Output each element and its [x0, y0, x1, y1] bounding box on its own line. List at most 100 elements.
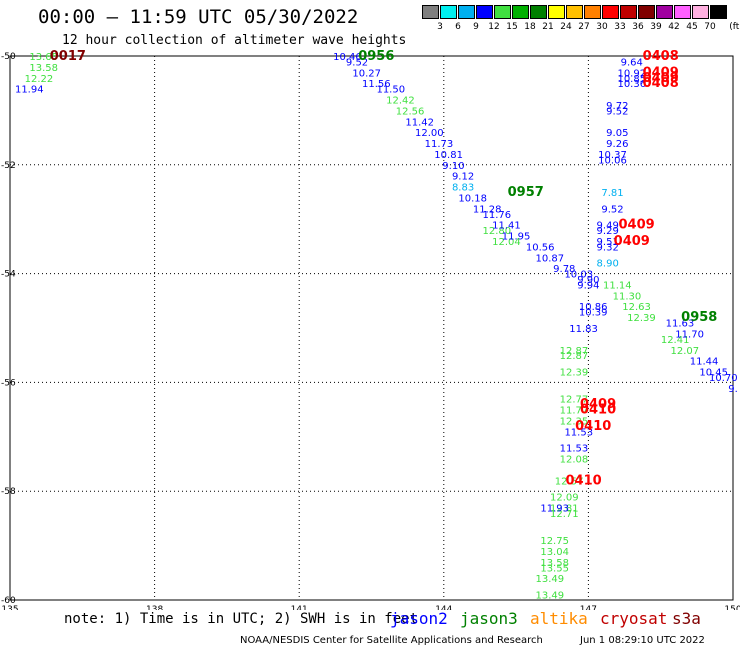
wave-height-label: 11.41 — [492, 221, 521, 232]
wave-height-label: 12.35 — [560, 416, 589, 427]
wave-height-label: 9.78 — [553, 264, 575, 275]
color-swatch — [512, 5, 529, 19]
wave-height-label: 12.22 — [25, 74, 54, 85]
color-swatch — [620, 5, 637, 19]
wave-height-label: 10.87 — [536, 253, 565, 264]
wave-height-label: 11.56 — [362, 79, 391, 90]
wave-height-label: 12.41 — [661, 335, 690, 346]
wave-height-label: 10.36 — [617, 79, 646, 90]
pass-id-label: 0957 — [508, 185, 544, 200]
wave-height-label: 13.49 — [536, 574, 565, 585]
y-tick-label: -58 — [1, 487, 16, 497]
color-swatch — [674, 5, 691, 19]
color-swatch — [602, 5, 619, 19]
color-swatch — [494, 5, 511, 19]
color-swatch — [584, 5, 601, 19]
color-swatch — [710, 5, 727, 19]
pass-id-label: 0408 — [643, 49, 679, 64]
color-swatch — [458, 5, 475, 19]
wave-height-label: 11.44 — [690, 357, 719, 368]
wave-height-label: 10.56 — [526, 242, 555, 253]
wave-height-label: 11.77 — [560, 406, 589, 417]
plot-grid — [10, 56, 733, 600]
wave-height-label: 11.93 — [540, 504, 569, 515]
color-tick-label: 3 — [437, 22, 443, 32]
wave-height-label: 11.42 — [405, 117, 434, 128]
legend-altika: altika — [530, 609, 588, 628]
x-tick-label: 144 — [435, 605, 452, 610]
altimeter-plot: 135 138 141 144 147 150 -50 -52 -54 -56 -58 -60 13.… — [1, 49, 740, 610]
pass-id-label: 0408 — [643, 76, 679, 91]
color-swatch — [566, 5, 583, 19]
wave-height-label: 12.71 — [550, 509, 579, 520]
wave-height-label: 12.75 — [540, 536, 569, 547]
wave-height-label: 13.58 — [540, 558, 569, 569]
wave-height-label: 13.04 — [540, 547, 569, 558]
x-tick-label: 141 — [291, 605, 308, 610]
wave-height-label: 11.28 — [473, 204, 502, 215]
plot-frame — [9, 55, 734, 601]
wave-height-label: 12.39 — [627, 313, 656, 324]
color-tick-label: 9 — [473, 22, 479, 32]
wave-height-label: 9.52 — [601, 204, 623, 215]
color-swatch — [422, 5, 439, 19]
x-tick-label: 147 — [580, 605, 597, 610]
color-tick-label: 30 — [596, 22, 608, 32]
x-tick-label: 150 — [724, 605, 740, 610]
wave-height-label: 11.83 — [569, 324, 598, 335]
wave-height-label: 9. — [728, 384, 738, 395]
pass-id-label: 0410 — [580, 403, 616, 418]
wave-height-label: 12.07 — [670, 346, 699, 357]
color-tick-label: 24 — [560, 22, 572, 32]
color-tick-label: 6 — [455, 22, 461, 32]
wave-height-label: 13.65 — [29, 52, 58, 63]
wave-height-label: 11.73 — [425, 139, 454, 150]
color-tick-label: 45 — [686, 22, 698, 32]
color-tick-label: 42 — [668, 22, 680, 32]
wave-height-label: 10.70 — [709, 373, 738, 384]
color-tick-label: 36 — [632, 22, 644, 32]
pass-id-label: 0410 — [575, 419, 611, 434]
wave-height-label: 12.87 — [560, 351, 589, 362]
wave-height-label: 12.00 — [415, 128, 444, 139]
wave-height-label: 10.18 — [458, 193, 487, 204]
wave-height-label: 9.26 — [606, 139, 628, 150]
wave-height-label: 11.94 — [15, 85, 44, 96]
pass-id-label: 0409 — [643, 65, 679, 80]
wave-height-label: 12.57 — [555, 476, 584, 487]
wave-height-label: 12.87 — [560, 346, 589, 357]
wave-height-label: 9.94 — [577, 280, 599, 291]
color-tick-label: 70 — [704, 22, 716, 32]
color-tick-label: 12 — [488, 22, 500, 32]
plot-marks: 13.6513.5812.2212.4212.5612.8012.0411.14… — [15, 49, 738, 602]
wave-height-label: 10.81 — [434, 150, 463, 161]
plot-axes: 135 138 141 144 147 150 -50 -52 -54 -56 -58 -60 — [1, 52, 740, 610]
footer-note: note: 1) Time is in UTC; 2) SWH is in fe… — [64, 611, 419, 627]
wave-height-label: 11.63 — [666, 319, 695, 330]
y-tick-label: -52 — [1, 161, 16, 171]
credit-text: NOAA/NESDIS Center for Satellite Applica… — [240, 635, 543, 646]
wave-height-label: 9.72 — [606, 101, 628, 112]
chart-subtitle: 12 hour collection of altimeter wave hei… — [62, 33, 407, 48]
wave-height-label: 10.46 — [333, 52, 362, 63]
wave-height-label: 10.06 — [598, 155, 627, 166]
wave-height-label: 9.52 — [346, 57, 368, 68]
color-tick-label: 18 — [524, 22, 536, 32]
color-swatch — [440, 5, 457, 19]
wave-height-label: 12.81 — [550, 504, 579, 515]
wave-height-label: 9.29 — [597, 226, 619, 237]
wave-height-label: 9.49 — [597, 221, 619, 232]
wave-height-label: 9.64 — [621, 57, 643, 68]
pass-id-label: 0410 — [565, 473, 601, 488]
wave-height-label: 7.81 — [601, 188, 623, 199]
wave-height-label: 10.85 — [617, 74, 646, 85]
y-tick-label: -50 — [1, 52, 16, 62]
color-swatch — [476, 5, 493, 19]
wave-height-label: 10.86 — [579, 302, 608, 313]
wave-height-label: 10.03 — [564, 270, 593, 281]
wave-height-label: 8.83 — [452, 183, 474, 194]
color-swatch — [530, 5, 547, 19]
color-swatch — [656, 5, 673, 19]
wave-height-label: 12.42 — [386, 96, 415, 107]
wave-height-label: 10.27 — [352, 68, 381, 79]
